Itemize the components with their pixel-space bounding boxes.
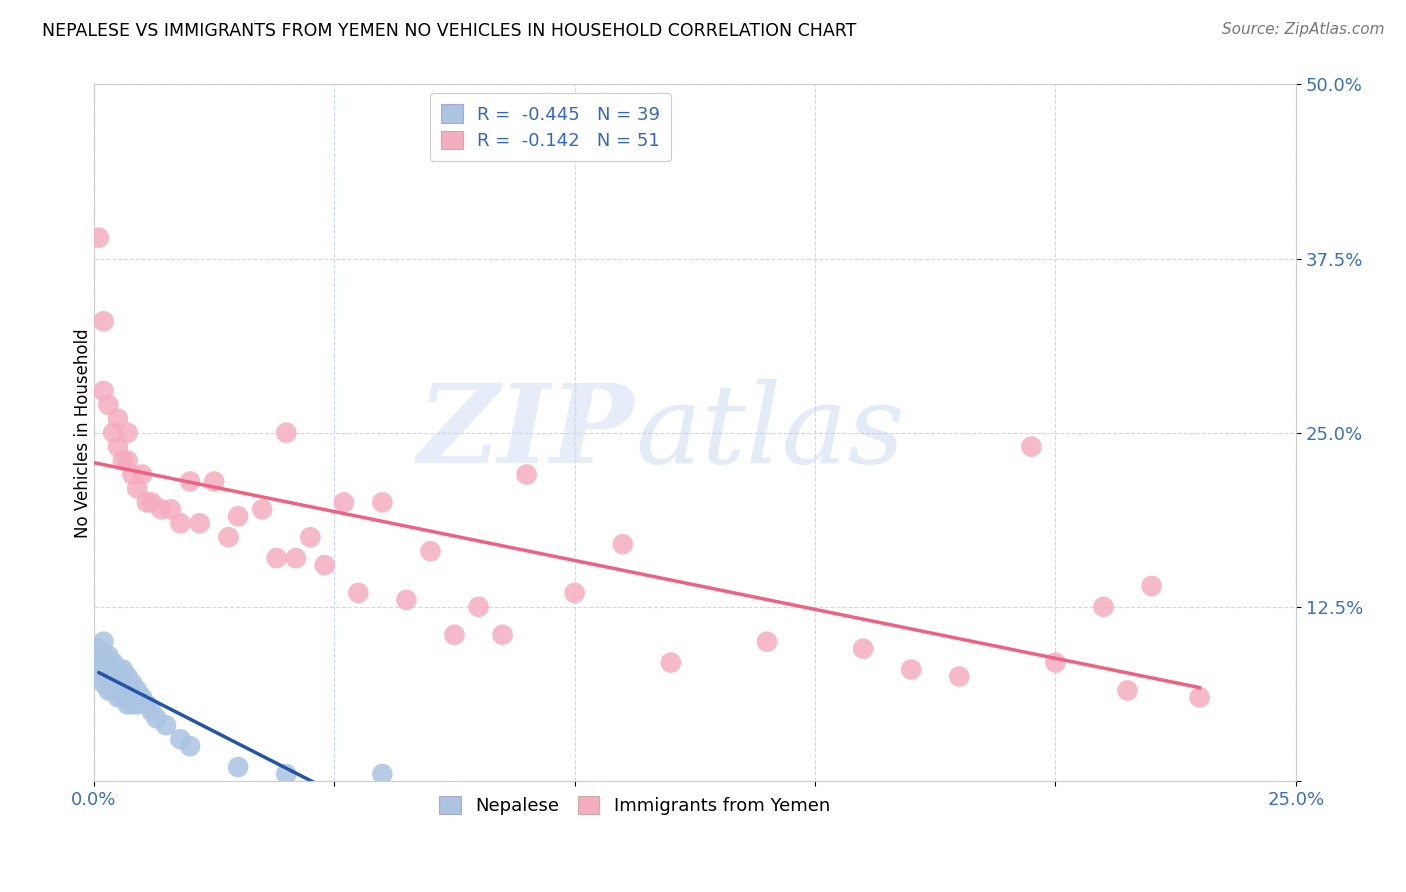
Point [117, 669, 139, 683]
Point [93, 663, 115, 677]
Point [347, 586, 370, 600]
Point [121, 676, 143, 690]
Point [395, 593, 418, 607]
Point [117, 683, 139, 698]
Point [117, 453, 139, 467]
Point [314, 558, 336, 572]
Point [371, 495, 394, 509]
Point [948, 669, 970, 683]
Point [516, 467, 538, 482]
Point [467, 599, 489, 614]
Point [419, 544, 441, 558]
Point [169, 732, 191, 747]
Point [169, 516, 191, 531]
Point [93, 648, 115, 663]
Point [141, 495, 163, 509]
Text: atlas: atlas [634, 379, 904, 486]
Point [93, 676, 115, 690]
Point [97, 663, 120, 677]
Point [1188, 690, 1211, 705]
Point [107, 669, 129, 683]
Point [121, 698, 143, 712]
Point [1140, 579, 1163, 593]
Point [755, 634, 778, 648]
Point [111, 453, 134, 467]
Point [276, 425, 298, 440]
Point [150, 502, 173, 516]
Point [443, 628, 465, 642]
Point [1092, 599, 1115, 614]
Point [131, 467, 153, 482]
Point [117, 425, 139, 440]
Point [284, 551, 307, 566]
Y-axis label: No Vehicles in Household: No Vehicles in Household [75, 328, 91, 538]
Point [155, 718, 177, 732]
Point [659, 656, 682, 670]
Point [179, 475, 201, 489]
Point [371, 767, 394, 781]
Point [97, 648, 120, 663]
Point [101, 683, 124, 698]
Point [491, 628, 513, 642]
Text: NEPALESE VS IMMIGRANTS FROM YEMEN NO VEHICLES IN HOUSEHOLD CORRELATION CHART: NEPALESE VS IMMIGRANTS FROM YEMEN NO VEH… [42, 22, 856, 40]
Point [1021, 440, 1043, 454]
Point [87, 641, 110, 656]
Point [612, 537, 634, 551]
Point [117, 698, 139, 712]
Point [101, 656, 124, 670]
Point [145, 711, 167, 725]
Point [107, 440, 129, 454]
Point [135, 495, 157, 509]
Point [101, 669, 124, 683]
Point [121, 467, 143, 482]
Point [131, 690, 153, 705]
Point [107, 663, 129, 677]
Point [226, 509, 249, 524]
Point [93, 384, 115, 398]
Point [250, 502, 273, 516]
Point [87, 230, 110, 244]
Point [111, 676, 134, 690]
Point [107, 690, 129, 705]
Point [276, 767, 298, 781]
Point [101, 425, 124, 440]
Point [107, 676, 129, 690]
Point [1116, 683, 1139, 698]
Point [93, 634, 115, 648]
Legend: Nepalese, Immigrants from Yemen: Nepalese, Immigrants from Yemen [430, 787, 839, 824]
Point [127, 698, 149, 712]
Point [900, 663, 922, 677]
Point [93, 314, 115, 328]
Point [188, 516, 211, 531]
Point [87, 669, 110, 683]
Point [299, 530, 322, 544]
Text: Source: ZipAtlas.com: Source: ZipAtlas.com [1222, 22, 1385, 37]
Point [101, 663, 124, 677]
Point [160, 502, 183, 516]
Point [179, 739, 201, 754]
Point [111, 690, 134, 705]
Point [111, 663, 134, 677]
Point [333, 495, 356, 509]
Point [135, 698, 157, 712]
Point [1045, 656, 1067, 670]
Point [97, 683, 120, 698]
Point [202, 475, 225, 489]
Point [87, 656, 110, 670]
Point [266, 551, 288, 566]
Text: ZIP: ZIP [418, 379, 634, 486]
Point [141, 704, 163, 718]
Point [127, 482, 149, 496]
Point [97, 669, 120, 683]
Point [107, 411, 129, 425]
Point [564, 586, 586, 600]
Point [226, 760, 249, 774]
Point [852, 641, 875, 656]
Point [127, 683, 149, 698]
Point [97, 398, 120, 412]
Point [218, 530, 240, 544]
